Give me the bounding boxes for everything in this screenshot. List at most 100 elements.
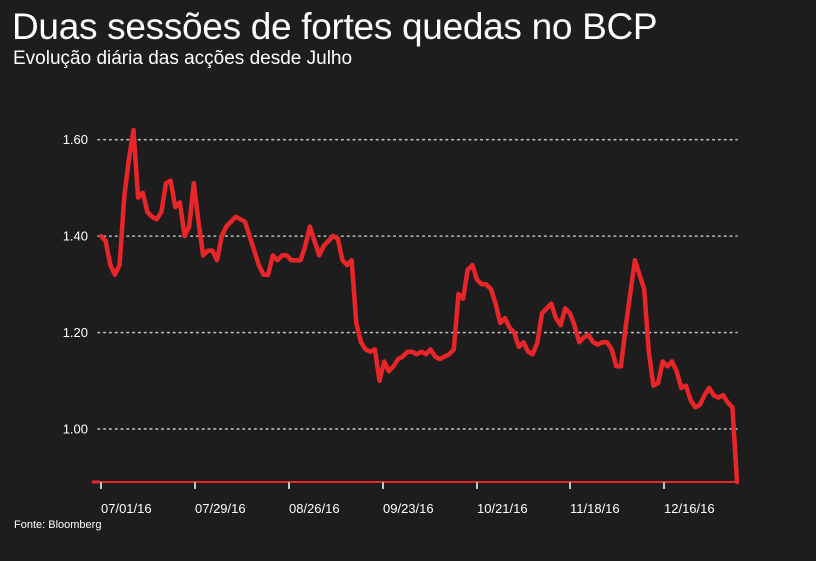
data-point [267, 273, 269, 275]
data-point [680, 387, 682, 389]
data-point [360, 341, 362, 343]
data-point [443, 355, 445, 357]
data-point [128, 158, 130, 160]
x-tick-label: 09/23/16 [383, 501, 434, 516]
data-point [615, 365, 617, 367]
data-point [620, 365, 622, 367]
data-point [304, 245, 306, 247]
data-point [448, 353, 450, 355]
data-point [109, 264, 111, 266]
series-line [98, 127, 740, 485]
data-point [666, 365, 668, 367]
data-point [629, 293, 631, 295]
data-point [480, 283, 482, 285]
data-point [573, 324, 575, 326]
data-point [142, 192, 144, 194]
data-point [657, 382, 659, 384]
data-point [230, 220, 232, 222]
data-point [564, 307, 566, 309]
data-point [722, 394, 724, 396]
data-point [299, 259, 301, 261]
data-point [313, 240, 315, 242]
data-point [383, 360, 385, 362]
data-point [457, 293, 459, 295]
data-point [123, 196, 125, 198]
data-point [411, 351, 413, 353]
data-point [234, 216, 236, 218]
data-point [397, 358, 399, 360]
data-point [624, 327, 626, 329]
data-point [508, 327, 510, 329]
data-point [253, 249, 255, 251]
data-point [731, 406, 733, 408]
data-point [276, 259, 278, 261]
data-point [736, 481, 738, 483]
data-point [290, 259, 292, 261]
data-point [146, 211, 148, 213]
data-point [332, 235, 334, 237]
data-point [610, 348, 612, 350]
data-point [295, 259, 297, 261]
data-point [713, 394, 715, 396]
data-point [156, 218, 158, 220]
x-tick-label: 08/26/16 [289, 501, 340, 516]
data-point [216, 259, 218, 261]
data-point [211, 249, 213, 251]
data-point [378, 380, 380, 382]
x-tick-label: 11/18/16 [570, 501, 620, 516]
data-point [151, 216, 153, 218]
x-tick-label: 07/01/16 [101, 501, 152, 516]
data-point [708, 387, 710, 389]
data-point [541, 312, 543, 314]
x-tick-label: 12/16/16 [664, 501, 715, 516]
data-point [285, 254, 287, 256]
data-point [671, 360, 673, 362]
data-point [694, 406, 696, 408]
data-point [355, 322, 357, 324]
data-point [323, 245, 325, 247]
data-point [309, 225, 311, 227]
data-point [318, 254, 320, 256]
data-point [606, 341, 608, 343]
data-point [415, 353, 417, 355]
data-point [137, 196, 139, 198]
data-point [374, 348, 376, 350]
data-point [207, 249, 209, 251]
data-point [337, 237, 339, 239]
data-point [327, 240, 329, 242]
data-point [578, 341, 580, 343]
data-point [689, 399, 691, 401]
data-point [555, 317, 557, 319]
data-point [513, 331, 515, 333]
data-point [717, 396, 719, 398]
data-point [420, 351, 422, 353]
data-point [550, 302, 552, 304]
data-point [244, 220, 246, 222]
data-point [188, 225, 190, 227]
data-point [499, 322, 501, 324]
data-point [638, 273, 640, 275]
data-point [652, 384, 654, 386]
data-point [703, 394, 705, 396]
data-point [272, 254, 274, 256]
data-point [281, 254, 283, 256]
data-point [132, 129, 134, 131]
data-point [183, 235, 185, 237]
y-tick-label: 1.60 [63, 132, 88, 147]
data-point [583, 336, 585, 338]
x-tick-label: 10/21/16 [477, 501, 528, 516]
data-point [350, 259, 352, 261]
series-layer [98, 127, 740, 485]
data-point [476, 278, 478, 280]
data-point [699, 404, 701, 406]
data-point [165, 182, 167, 184]
data-point [118, 264, 120, 266]
data-point [527, 351, 529, 353]
data-point [662, 360, 664, 362]
data-point [485, 283, 487, 285]
data-point [364, 348, 366, 350]
data-point [453, 348, 455, 350]
data-point [225, 225, 227, 227]
data-point [248, 235, 250, 237]
